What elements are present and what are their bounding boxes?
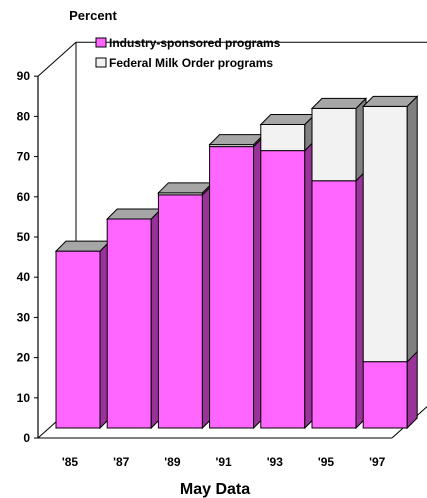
bar-segment [55,250,101,429]
bar-side-face [406,350,418,430]
legend-label: Federal Milk Order programs [109,56,273,70]
y-tick-label: 0 [23,431,30,445]
x-tick-label: '97 [369,455,386,469]
legend-label: Industry-sponsored programs [109,36,281,50]
y-tick-label: 50 [17,230,31,244]
y-tick-label: 20 [17,351,31,365]
x-tick-label: '91 [215,455,232,469]
bar-top-face [259,113,317,125]
bar-top-face [105,208,163,220]
bar-segment [311,107,357,182]
y-axis-label: Percent [69,8,117,23]
bar-top-face [361,95,419,107]
bar-top-face [157,182,214,194]
y-tick-label: 70 [17,150,31,164]
bar-side-face [406,95,418,363]
bar-segment [157,194,203,429]
bar-segment [260,123,306,152]
frame-top-edge [37,41,77,77]
bar-top-face [54,240,112,252]
y-tick-label: 90 [17,69,31,83]
x-tick-label: '85 [62,455,79,469]
legend-swatch [95,57,107,68]
x-tick-label: '93 [267,455,284,469]
legend-swatch [95,37,107,48]
bar-segment [260,150,306,429]
y-tick-label: 40 [17,270,31,284]
y-tick-label: 80 [17,109,31,123]
x-axis-label: May Data [180,481,250,498]
chart-bars [54,95,419,430]
bar-segment [362,105,408,363]
bar-segment [209,146,255,429]
y-tick-label: 60 [17,190,31,204]
y-tick-label: 10 [17,391,31,405]
bar-top-face [208,134,265,146]
x-tick-label: '89 [164,455,181,469]
y-tick-label: 30 [17,310,31,324]
x-tick-label: '87 [113,455,130,469]
bar-top-face [310,97,368,109]
bar-segment [106,218,152,429]
chart-legend: Industry-sponsored programs Federal Milk … [95,36,281,70]
x-tick-label: '95 [318,455,335,469]
bar-segment [362,361,408,429]
bar-segment [311,180,357,429]
chart-ticks: 0 10 20 30 40 50 60 70 80 90 '85 '87 '89 '91 '93 '95 '97 [17,69,386,469]
